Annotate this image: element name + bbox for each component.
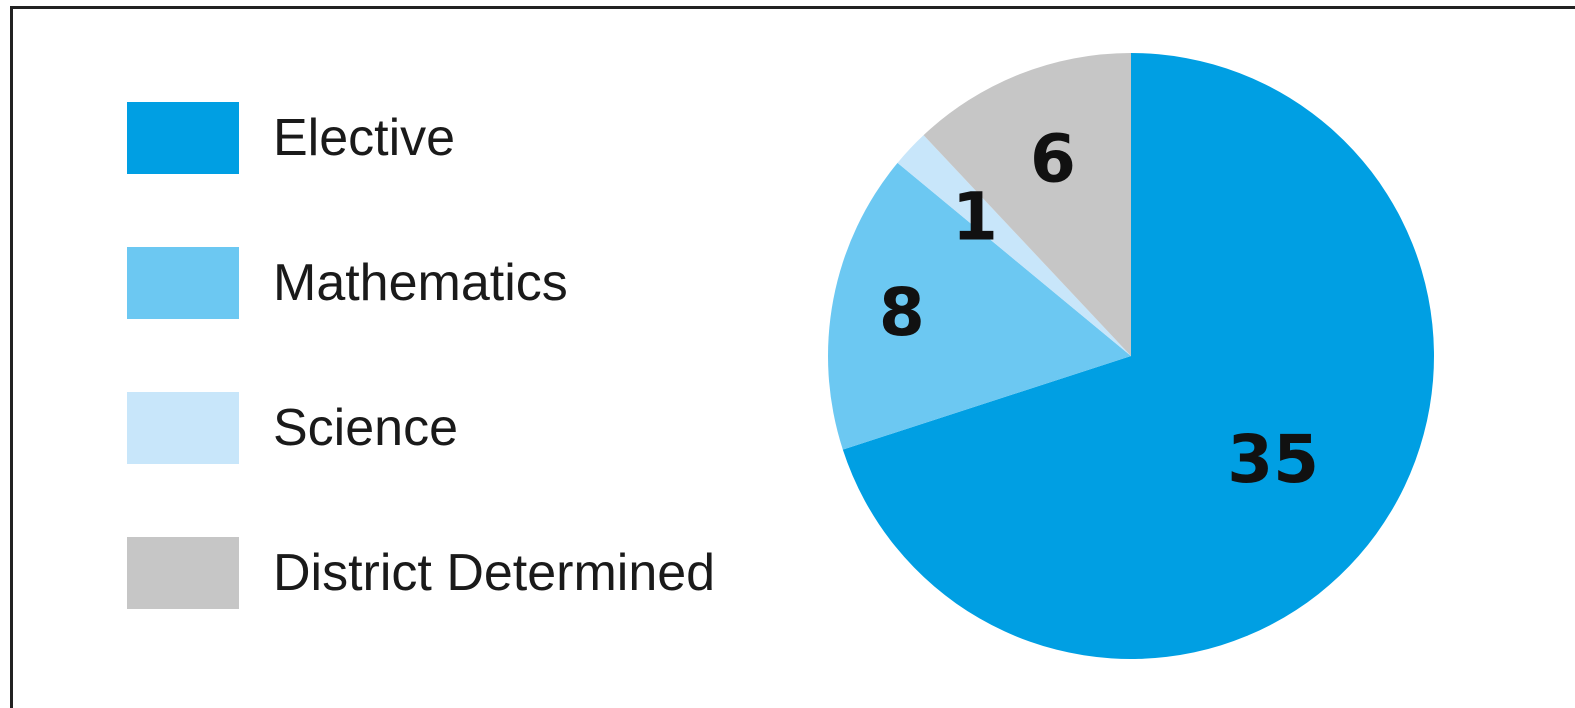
legend-label-mathematics: Mathematics — [273, 254, 568, 312]
legend-label-science: Science — [273, 399, 458, 457]
pie-slice-district-determined — [923, 52, 1131, 356]
legend-item-elective: Elective — [127, 102, 455, 174]
data-label-district-determined: 6 — [1030, 120, 1076, 197]
legend-item-mathematics: Mathematics — [127, 247, 568, 319]
pie-slice-elective — [842, 53, 1434, 659]
data-label-science: 1 — [952, 179, 998, 256]
legend-label-district-determined: District Determined — [273, 544, 716, 602]
legend-swatch-district-determined — [127, 537, 239, 609]
pie-slice-science — [897, 135, 1131, 356]
data-label-mathematics: 8 — [879, 274, 925, 351]
pie-slice-mathematics — [828, 162, 1131, 450]
legend-item-district-determined: District Determined — [127, 537, 715, 609]
legend-label-elective: Elective — [273, 109, 456, 167]
legend-item-science: Science — [127, 392, 458, 464]
legend-swatch-science — [127, 392, 239, 464]
data-label-elective: 35 — [1227, 421, 1319, 498]
legend-swatch-mathematics — [127, 247, 239, 319]
legend-swatch-elective — [127, 102, 239, 174]
